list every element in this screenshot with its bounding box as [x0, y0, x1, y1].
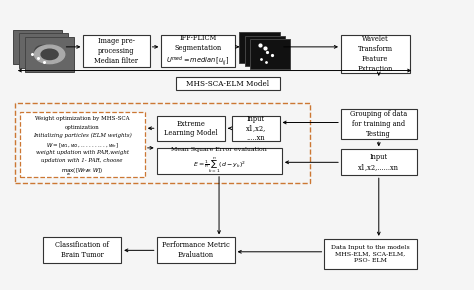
Circle shape — [22, 38, 53, 56]
Text: Input
x1,x2,......xn: Input x1,x2,......xn — [358, 153, 399, 171]
Text: Input
x1,x2,
.....xn: Input x1,x2, .....xn — [246, 115, 266, 142]
FancyBboxPatch shape — [156, 116, 225, 141]
Text: optimization: optimization — [65, 125, 100, 130]
FancyBboxPatch shape — [43, 237, 121, 263]
Text: Mean Square Error evaluation
$E=\frac{1}{n}\sum_{k=1}^{n}(d-y_k)^2$: Mean Square Error evaluation $E=\frac{1}… — [172, 147, 267, 175]
Text: Classification of
Brain Tumor: Classification of Brain Tumor — [55, 242, 109, 259]
Circle shape — [28, 41, 59, 60]
Text: IFF-FLICM
Segmentation
$U^{med}=median\,[u_{ij}]$: IFF-FLICM Segmentation $U^{med}=median\,… — [166, 34, 230, 68]
FancyBboxPatch shape — [19, 112, 145, 177]
FancyBboxPatch shape — [18, 33, 68, 68]
FancyBboxPatch shape — [12, 30, 62, 64]
Text: Performance Metric
Evaluation: Performance Metric Evaluation — [162, 242, 229, 259]
FancyBboxPatch shape — [25, 37, 74, 72]
FancyBboxPatch shape — [239, 32, 280, 63]
FancyBboxPatch shape — [341, 149, 417, 175]
FancyBboxPatch shape — [341, 35, 410, 73]
Circle shape — [41, 49, 58, 59]
Circle shape — [35, 45, 65, 64]
Text: $\max_w\left([W_{PAR}\,W]\right)$: $\max_w\left([W_{PAR}\,W]\right)$ — [61, 167, 103, 178]
Text: MHS-SCA-ELM Model: MHS-SCA-ELM Model — [186, 80, 269, 88]
Text: updation with 1- PAR, choose: updation with 1- PAR, choose — [41, 158, 123, 163]
FancyBboxPatch shape — [232, 116, 280, 141]
Text: Data Input to the models
MHS-ELM, SCA-ELM,
PSO- ELM: Data Input to the models MHS-ELM, SCA-EL… — [331, 245, 410, 263]
Text: Image pre-
processing
Median filter: Image pre- processing Median filter — [94, 37, 138, 65]
Text: Wavelet
Transform
Feature
Extraction: Wavelet Transform Feature Extraction — [357, 35, 393, 73]
Circle shape — [35, 46, 52, 56]
Text: Initializing particles (ELM weights): Initializing particles (ELM weights) — [33, 133, 132, 138]
Text: weight updation with PAR,weight: weight updation with PAR,weight — [36, 150, 129, 155]
FancyBboxPatch shape — [161, 35, 235, 67]
Text: $W=[w_1, w_2,.........,w_n]$: $W=[w_1, w_2,.........,w_n]$ — [46, 142, 119, 150]
FancyBboxPatch shape — [250, 39, 290, 69]
FancyBboxPatch shape — [156, 148, 282, 174]
FancyBboxPatch shape — [175, 77, 280, 90]
Text: Grouping of data
for training and
Testing: Grouping of data for training and Testin… — [350, 110, 408, 138]
FancyBboxPatch shape — [341, 109, 417, 139]
FancyBboxPatch shape — [156, 237, 235, 263]
Text: Weight optimization by MHS-SCA: Weight optimization by MHS-SCA — [35, 116, 129, 121]
FancyBboxPatch shape — [245, 36, 285, 66]
Text: Extreme
Learning Model: Extreme Learning Model — [164, 119, 218, 137]
Circle shape — [29, 42, 46, 52]
FancyBboxPatch shape — [83, 35, 150, 67]
FancyBboxPatch shape — [324, 239, 417, 269]
